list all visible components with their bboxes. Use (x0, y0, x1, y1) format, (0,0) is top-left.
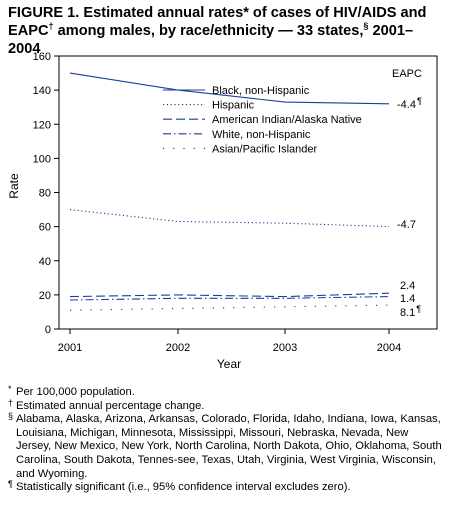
series-line-3 (69, 296, 390, 301)
footnote-symbol: * (8, 384, 12, 394)
title-subject: among males, by race/ethnicity — 33 stat… (53, 23, 364, 39)
title-years: 2001–2004 (8, 23, 414, 57)
y-tick-label: 60 (39, 222, 51, 234)
x-tick-label: 2003 (273, 342, 297, 354)
eapc-label: 1.4 (400, 293, 415, 305)
y-tick-label: 140 (33, 85, 51, 97)
legend-label: Asian/Pacific Islander (212, 143, 317, 155)
footnote-text: Per 100,000 population. (16, 386, 135, 398)
legend-label: Hispanic (212, 100, 255, 112)
y-tick-label: 100 (33, 153, 51, 165)
figure-title-line-1: FIGURE 1. Estimated annual rates* of cas… (8, 5, 427, 21)
y-tick-label: 120 (33, 119, 51, 131)
y-tick-label: 160 (33, 51, 51, 63)
eapc-abbrev: EAPC (8, 23, 49, 39)
footnote-symbol: § (8, 411, 14, 422)
x-tick-label: 2001 (58, 342, 82, 354)
title-footnote-mark-dagger: † (48, 21, 54, 32)
x-tick-label: 2002 (166, 342, 190, 354)
series-line-0 (69, 72, 390, 105)
series-line-2 (69, 292, 390, 298)
footnotes: * Per 100,000 population. † Estimated annua… (8, 384, 444, 495)
figure-title-line-2: EAPC† among males, by race/ethnicity — 3… (8, 22, 444, 58)
eapc-label: -4.7 (397, 219, 416, 231)
footnote-symbol: ¶ (8, 479, 13, 490)
eapc-significance-mark: ¶ (416, 304, 421, 314)
footnote: ¶ Statistically significant (i.e., 95% co… (8, 479, 444, 495)
y-tick-label: 40 (39, 256, 51, 268)
footnote-text: Alabama, Alaska, Arizona, Arkansas, Colo… (16, 413, 442, 480)
footnote: * Per 100,000 population. (8, 384, 444, 400)
figure-title: FIGURE 1. Estimated annual rates* of cas… (8, 4, 444, 58)
y-tick-label: 80 (39, 188, 51, 200)
footnote-text: Statistically significant (i.e., 95% con… (16, 481, 351, 494)
y-tick-label: 0 (45, 324, 51, 336)
footnote: § Alabama, Alaska, Arizona, Arkansas, Col… (8, 411, 444, 481)
eapc-label: 2.4 (400, 280, 415, 292)
footnote-text: Estimated annual percentage change. (16, 399, 205, 412)
x-axis-label: Year (217, 357, 241, 371)
eapc-significance-mark: ¶ (417, 96, 422, 106)
y-axis-label: Rate (7, 173, 21, 199)
footnote-symbol: † (8, 397, 14, 408)
footnote: † Estimated annual percentage change. (8, 397, 444, 414)
legend-label: Black, non-Hispanic (212, 85, 310, 97)
eapc-label: 8.1¶ (400, 304, 421, 319)
series-line-1 (69, 209, 390, 228)
eapc-label: -4.4¶ (397, 96, 422, 111)
title-footnote-mark-section: § (363, 21, 369, 32)
legend-label: American Indian/Alaska Native (212, 114, 362, 126)
x-tick-label: 2004 (377, 342, 401, 354)
eapc-header: EAPC (392, 68, 422, 80)
legend-label: White, non-Hispanic (212, 129, 311, 141)
y-tick-label: 20 (39, 290, 51, 302)
line-chart: 0 20 40 60 80 100 120 140 160 2001 2002 2003 2004 Yea… (7, 51, 438, 371)
series-line-4 (69, 304, 390, 311)
